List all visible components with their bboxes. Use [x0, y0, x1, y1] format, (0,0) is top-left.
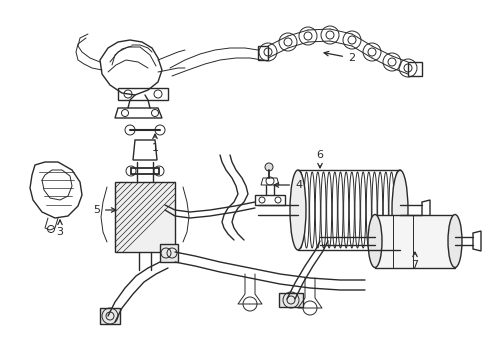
Ellipse shape — [391, 170, 407, 250]
Polygon shape — [160, 244, 178, 262]
Text: 6: 6 — [316, 150, 323, 168]
Ellipse shape — [289, 170, 305, 250]
Ellipse shape — [447, 215, 461, 267]
Ellipse shape — [367, 215, 381, 267]
Polygon shape — [100, 308, 120, 324]
Circle shape — [264, 163, 272, 171]
Text: 4: 4 — [274, 180, 302, 190]
Polygon shape — [279, 293, 303, 307]
Polygon shape — [115, 182, 175, 252]
Polygon shape — [374, 215, 454, 268]
Text: 3: 3 — [57, 220, 63, 237]
Text: 1: 1 — [151, 134, 158, 153]
Text: 5: 5 — [93, 205, 116, 215]
Text: 2: 2 — [324, 51, 354, 63]
Text: 7: 7 — [410, 252, 418, 270]
